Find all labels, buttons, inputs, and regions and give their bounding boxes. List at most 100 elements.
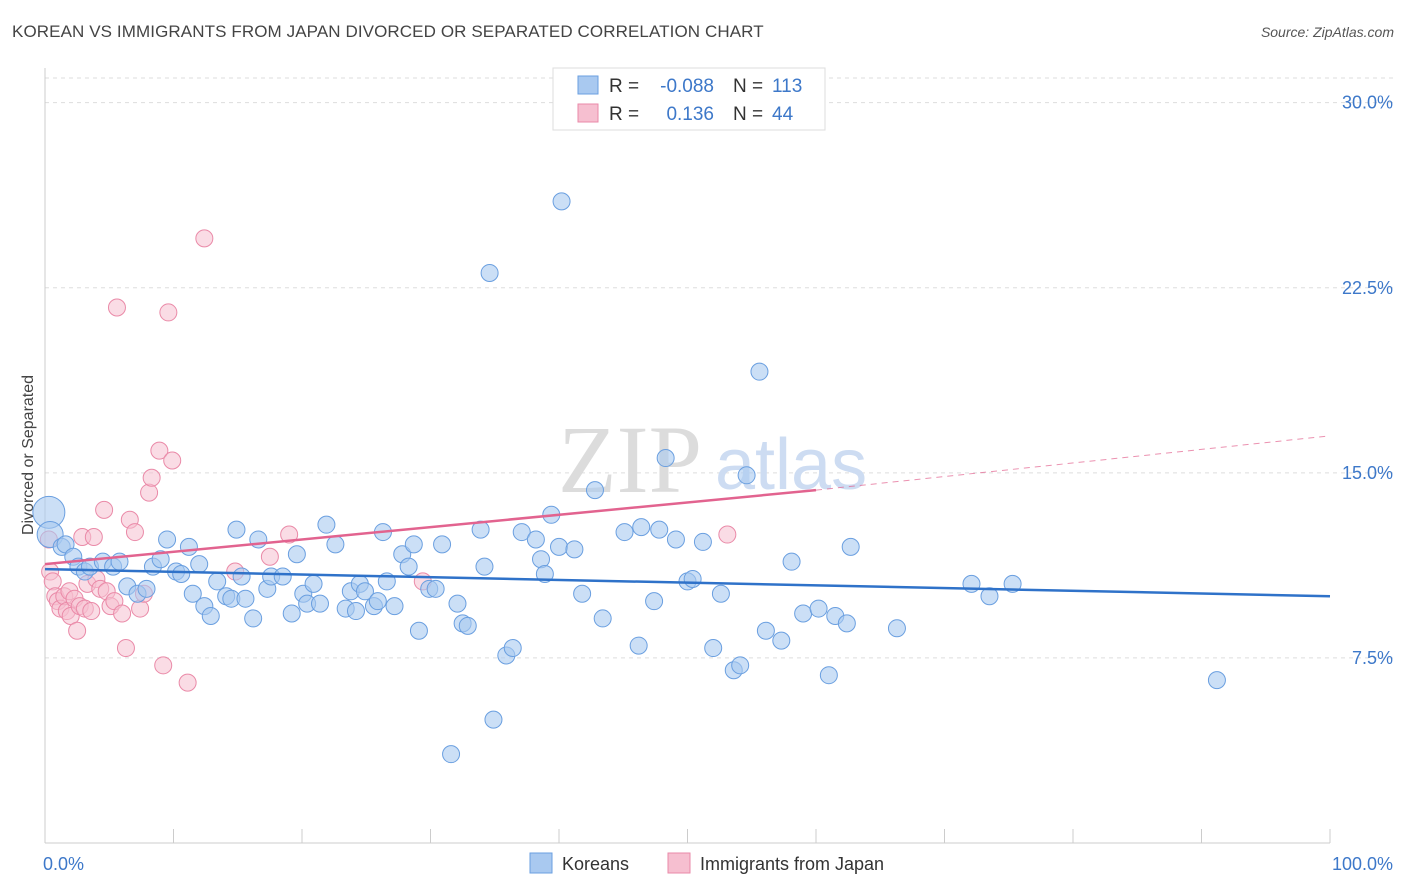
- data-point-korean: [232, 567, 251, 586]
- data-point-korean: [1003, 574, 1022, 593]
- data-point-korean: [512, 523, 531, 542]
- data-point-japan: [154, 656, 173, 675]
- data-point-korean: [656, 449, 675, 468]
- data-point-korean: [448, 594, 467, 613]
- data-point-japan: [43, 572, 62, 591]
- data-point-japan: [113, 604, 132, 623]
- data-point-korean: [355, 582, 374, 601]
- japan-n-label: N =: [733, 104, 763, 125]
- data-point-korean: [158, 530, 177, 549]
- koreans-r-value: -0.088: [660, 76, 714, 97]
- data-point-korean: [201, 606, 220, 625]
- data-point-korean: [550, 537, 568, 556]
- koreans-n-label: N =: [733, 76, 763, 97]
- watermark-zip: ZIP: [558, 406, 702, 513]
- data-point-korean: [385, 597, 404, 616]
- data-point-korean: [137, 579, 156, 598]
- data-point-korean: [346, 602, 365, 621]
- series-immigrants-from-japan: [39, 229, 737, 692]
- data-point-korean: [683, 569, 702, 588]
- japan-r-value: 0.136: [666, 104, 714, 125]
- data-point-korean: [236, 589, 255, 608]
- data-point-korean: [484, 710, 503, 729]
- legend-koreans-swatch: [529, 852, 553, 874]
- legend-japan-label: Immigrants from Japan: [700, 854, 884, 874]
- koreans-swatch: [577, 75, 599, 95]
- data-point-japan: [84, 528, 103, 546]
- data-point-korean: [809, 599, 828, 618]
- data-point-japan: [718, 525, 737, 544]
- data-point-korean: [731, 656, 750, 675]
- data-point-japan: [142, 468, 161, 487]
- source-label: Source: ZipAtlas.com: [1260, 24, 1394, 40]
- data-point-korean: [841, 537, 860, 556]
- data-point-japan: [260, 547, 279, 566]
- data-point-korean: [593, 609, 612, 628]
- data-point-korean: [227, 520, 246, 539]
- data-point-korean: [552, 192, 571, 211]
- japan-n-value: 44: [772, 104, 794, 125]
- data-point-korean: [310, 594, 329, 613]
- data-point-korean: [183, 584, 202, 603]
- trend-line-koreans: [44, 567, 1331, 598]
- data-point-korean: [172, 565, 191, 584]
- data-point-japan: [95, 500, 114, 519]
- data-point-korean: [458, 616, 477, 635]
- series-koreans: [32, 192, 1226, 764]
- data-point-korean: [704, 639, 723, 658]
- trend-line-japan-extension: [815, 435, 1331, 491]
- data-point-korean: [409, 621, 428, 640]
- trend-line-japan: [44, 488, 817, 566]
- koreans-n-value: 113: [772, 76, 802, 97]
- bottom-legend: Koreans Immigrants from Japan: [529, 852, 884, 874]
- data-point-korean: [666, 530, 685, 549]
- chart-title: KOREAN VS IMMIGRANTS FROM JAPAN DIVORCED…: [12, 22, 764, 41]
- data-point-korean: [782, 552, 801, 571]
- data-point-korean: [480, 263, 499, 282]
- data-point-korean: [980, 587, 999, 606]
- data-point-korean: [287, 545, 306, 564]
- data-point-korean: [750, 362, 769, 381]
- data-point-japan: [107, 298, 126, 317]
- data-point-korean: [585, 481, 604, 500]
- y-tick-label: 30.0%: [1342, 93, 1393, 113]
- data-point-japan: [116, 639, 135, 658]
- y-tick-label: 7.5%: [1352, 648, 1393, 668]
- data-point-korean: [151, 550, 170, 569]
- watermark: ZIP atlas: [558, 406, 867, 513]
- data-point-japan: [82, 602, 101, 621]
- data-point-korean: [565, 540, 584, 559]
- data-point-korean: [404, 535, 423, 554]
- data-point-korean: [629, 636, 648, 655]
- x-tick-label: 100.0%: [1332, 854, 1393, 874]
- data-point-korean: [244, 609, 263, 628]
- data-point-korean: [615, 523, 634, 542]
- axes: [44, 68, 1331, 844]
- data-point-korean: [756, 621, 775, 640]
- data-point-korean: [535, 565, 554, 584]
- data-point-korean: [317, 515, 336, 534]
- data-point-korean: [399, 557, 418, 576]
- data-point-korean: [368, 592, 387, 611]
- data-point-korean: [503, 639, 522, 658]
- legend-koreans-label: Koreans: [562, 854, 629, 874]
- data-point-japan: [140, 483, 159, 502]
- data-point-korean: [273, 567, 292, 586]
- data-point-korean: [819, 666, 838, 685]
- japan-r-label: R =: [609, 104, 639, 125]
- data-point-korean: [632, 518, 651, 537]
- data-point-korean: [442, 745, 461, 764]
- data-point-korean: [526, 530, 545, 549]
- data-point-korean: [208, 572, 227, 591]
- data-point-japan: [159, 303, 178, 322]
- legend-japan-swatch: [667, 852, 691, 874]
- data-point-japan: [131, 599, 150, 618]
- data-point-japan: [163, 451, 182, 470]
- data-point-korean: [711, 584, 730, 603]
- data-point-japan: [150, 441, 169, 460]
- data-point-japan: [125, 523, 144, 542]
- trend-lines: [44, 435, 1331, 598]
- koreans-r-label: R =: [609, 76, 639, 97]
- japan-swatch: [577, 103, 599, 123]
